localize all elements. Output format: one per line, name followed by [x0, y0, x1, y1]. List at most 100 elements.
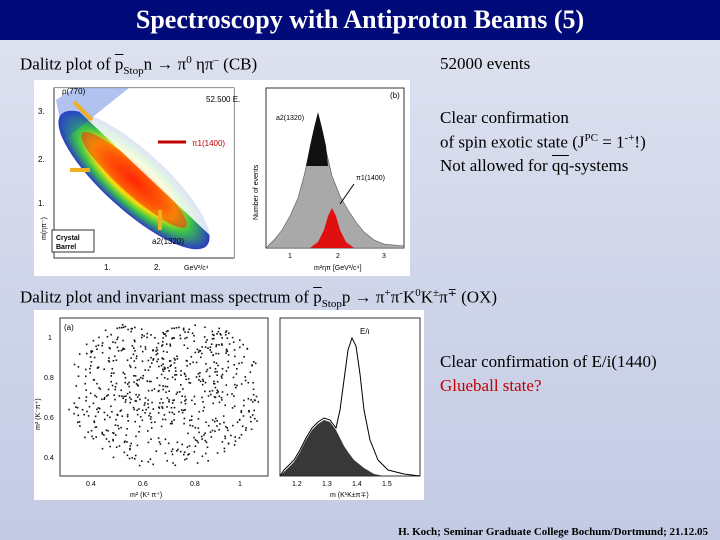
scatter-dot: [138, 378, 140, 381]
scatter-dot: [101, 431, 103, 434]
scatter-dot: [116, 327, 119, 330]
scatter-dot: [216, 392, 218, 394]
scatter-dot: [225, 384, 228, 386]
scatter-dot: [147, 399, 149, 401]
scatter-dot: [140, 376, 142, 379]
peak-pi1-label: π1(1400): [356, 175, 385, 182]
scatter-dot: [150, 438, 152, 440]
scatter-dot: [156, 349, 159, 351]
scatter-dot: [151, 389, 153, 392]
scatter-dot: [78, 397, 81, 399]
scatter-dot: [233, 405, 236, 408]
scatter-dot: [199, 372, 201, 374]
scatter-dot: [118, 326, 121, 329]
scatter-dot: [77, 421, 79, 424]
scatter-dot: [134, 366, 137, 369]
scatter-dot: [173, 406, 176, 409]
scatter-dot: [176, 441, 179, 444]
scatter-dot: [150, 380, 152, 383]
scatter-dot: [207, 460, 209, 462]
scatter-dot: [97, 411, 100, 413]
scatter-dot: [169, 360, 172, 362]
scatter-dot: [231, 393, 233, 395]
scatter-dot: [233, 349, 236, 351]
scatter-dot: [126, 383, 129, 385]
scatter-dot: [132, 353, 135, 356]
scatter-dot: [250, 428, 253, 431]
scatter-dot: [136, 379, 138, 382]
scatter-dot: [147, 430, 149, 432]
scatter-dot: [169, 422, 172, 425]
scatter-dot: [158, 406, 160, 408]
scatter-dot: [150, 356, 152, 359]
scatter-dot: [215, 362, 218, 364]
scatter-dot: [93, 420, 95, 422]
scatter-dot: [239, 339, 241, 341]
scatter-dot: [94, 394, 96, 397]
scatter-dot: [177, 448, 179, 451]
plot4-xlabel: m (K¹K±π∓): [330, 492, 369, 499]
scatter-dot: [146, 332, 149, 335]
scatter-dot: [147, 403, 149, 405]
scatter-dot: [101, 398, 103, 401]
scatter-dot: [114, 434, 117, 436]
scatter-dot: [187, 331, 190, 333]
scatter-dot: [155, 346, 158, 349]
scatter-dot: [73, 402, 76, 404]
scatter-dot: [227, 354, 230, 356]
scatter-dot: [174, 359, 176, 361]
scatter-dot: [218, 395, 221, 398]
scatter-dot: [172, 337, 174, 339]
scatter-dot: [202, 401, 204, 403]
scatter-dot: [221, 377, 223, 379]
scatter-dot: [252, 388, 255, 391]
scatter-dot: [236, 368, 238, 370]
scatter-dot: [147, 389, 150, 392]
scatter-dot: [142, 374, 144, 377]
scatter-dot: [147, 359, 150, 362]
glueball-line-2: Glueball state?: [440, 376, 542, 395]
scatter-dot: [191, 399, 193, 402]
dalitz-plot-cb-svg: 52.500 E. 3. 2. 1. 1. 2. GeV²/c⁴ m(ηπ⁻) …: [38, 87, 240, 272]
scatter-dot: [214, 368, 217, 370]
scatter-dot: [150, 427, 153, 429]
scatter-dot: [194, 445, 197, 447]
scatter-dot: [254, 362, 257, 365]
scatter-dot: [221, 441, 224, 443]
scatter-dot: [108, 360, 111, 363]
scatter-dot: [173, 413, 175, 415]
scatter-dot: [194, 439, 197, 441]
plot2-xtick-2: 2: [336, 253, 340, 260]
footer-citation: H. Koch; Seminar Graduate College Bochum…: [398, 526, 708, 538]
scatter-dot: [104, 329, 107, 332]
scatter-dot: [115, 359, 118, 361]
scatter-dot: [195, 376, 198, 378]
scatter-dot: [163, 377, 166, 379]
scatter-dot: [107, 394, 109, 396]
scatter-dot: [231, 336, 234, 339]
scatter-dot: [225, 425, 227, 428]
scatter-dot: [125, 434, 128, 436]
scatter-dot: [91, 350, 94, 353]
section1-heading: Dalitz plot of pStopn → π0 ηπ– (CB): [20, 54, 258, 78]
scatter-dot: [133, 408, 135, 411]
section2-heading: Dalitz plot and invariant mass spectrum …: [20, 287, 498, 311]
scatter-dot: [154, 337, 156, 339]
scatter-dot: [107, 388, 110, 391]
scatter-dot: [126, 415, 129, 418]
upper-band: [56, 88, 129, 140]
scatter-dot: [157, 342, 160, 345]
scatter-dot: [218, 401, 221, 404]
scatter-dot: [234, 383, 236, 386]
scatter-dot: [239, 346, 241, 349]
scatter-dot: [211, 389, 214, 392]
scatter-dot: [123, 348, 126, 350]
scatter-dot: [152, 358, 155, 360]
scatter-dot: [191, 332, 194, 335]
scatter-dot: [120, 349, 123, 352]
scatter-dot: [158, 441, 161, 443]
scatter-dot: [95, 345, 97, 348]
scatter-dot: [96, 382, 98, 385]
scatter-dot: [174, 374, 176, 376]
scatter-dot: [101, 447, 104, 450]
